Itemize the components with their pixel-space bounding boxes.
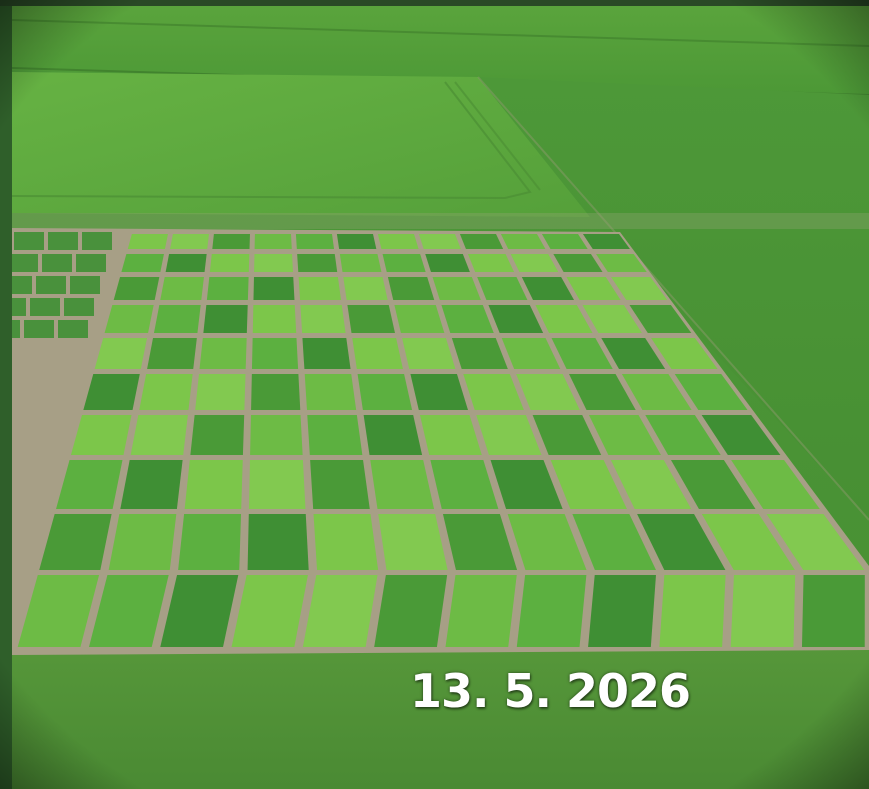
date-stamp: 13. 5. 2026 [410, 664, 691, 718]
